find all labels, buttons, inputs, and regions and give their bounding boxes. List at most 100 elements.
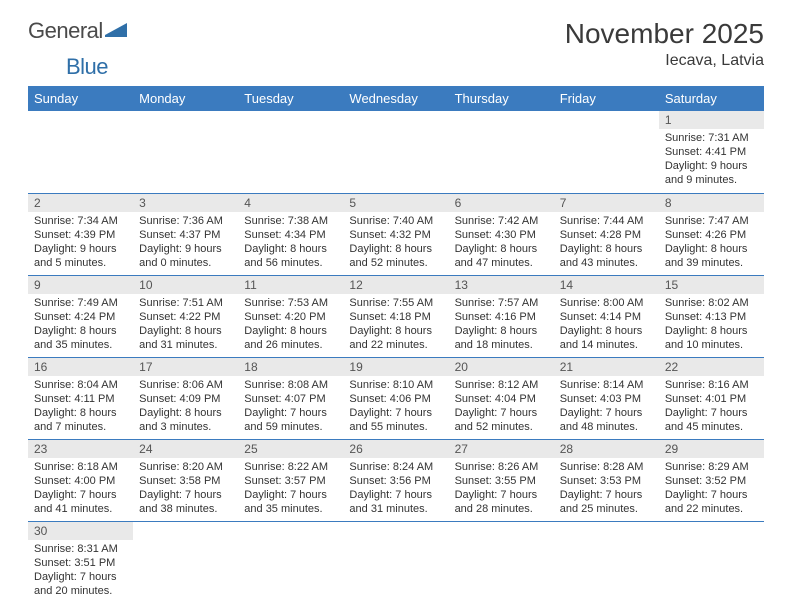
day-body: Sunrise: 8:08 AMSunset: 4:07 PMDaylight:… (238, 376, 343, 438)
day-body: Sunrise: 8:24 AMSunset: 3:56 PMDaylight:… (343, 458, 448, 520)
calendar-cell: 29Sunrise: 8:29 AMSunset: 3:52 PMDayligh… (659, 439, 764, 521)
calendar-cell: 28Sunrise: 8:28 AMSunset: 3:53 PMDayligh… (554, 439, 659, 521)
calendar-row: 16Sunrise: 8:04 AMSunset: 4:11 PMDayligh… (28, 357, 764, 439)
calendar-cell: 26Sunrise: 8:24 AMSunset: 3:56 PMDayligh… (343, 439, 448, 521)
calendar-cell: 5Sunrise: 7:40 AMSunset: 4:32 PMDaylight… (343, 193, 448, 275)
calendar-cell: 25Sunrise: 8:22 AMSunset: 3:57 PMDayligh… (238, 439, 343, 521)
calendar-cell: 27Sunrise: 8:26 AMSunset: 3:55 PMDayligh… (449, 439, 554, 521)
day-body: Sunrise: 7:55 AMSunset: 4:18 PMDaylight:… (343, 294, 448, 356)
day-number: 17 (133, 358, 238, 376)
calendar-cell: 20Sunrise: 8:12 AMSunset: 4:04 PMDayligh… (449, 357, 554, 439)
day-body: Sunrise: 8:12 AMSunset: 4:04 PMDaylight:… (449, 376, 554, 438)
day-header: Friday (554, 86, 659, 111)
day-number: 26 (343, 440, 448, 458)
calendar-cell: 22Sunrise: 8:16 AMSunset: 4:01 PMDayligh… (659, 357, 764, 439)
calendar-cell: 24Sunrise: 8:20 AMSunset: 3:58 PMDayligh… (133, 439, 238, 521)
day-body: Sunrise: 7:42 AMSunset: 4:30 PMDaylight:… (449, 212, 554, 274)
day-number: 6 (449, 194, 554, 212)
day-header: Tuesday (238, 86, 343, 111)
calendar-row: 23Sunrise: 8:18 AMSunset: 4:00 PMDayligh… (28, 439, 764, 521)
day-number: 23 (28, 440, 133, 458)
day-body: Sunrise: 7:53 AMSunset: 4:20 PMDaylight:… (238, 294, 343, 356)
calendar-cell: 23Sunrise: 8:18 AMSunset: 4:00 PMDayligh… (28, 439, 133, 521)
logo-text-b: Blue (66, 54, 108, 80)
calendar-cell: 18Sunrise: 8:08 AMSunset: 4:07 PMDayligh… (238, 357, 343, 439)
day-body: Sunrise: 8:16 AMSunset: 4:01 PMDaylight:… (659, 376, 764, 438)
location: Iecava, Latvia (565, 52, 764, 70)
day-number: 2 (28, 194, 133, 212)
day-body: Sunrise: 8:31 AMSunset: 3:51 PMDaylight:… (28, 540, 133, 602)
calendar-cell: 16Sunrise: 8:04 AMSunset: 4:11 PMDayligh… (28, 357, 133, 439)
day-header: Thursday (449, 86, 554, 111)
day-body: Sunrise: 8:04 AMSunset: 4:11 PMDaylight:… (28, 376, 133, 438)
calendar-cell: 6Sunrise: 7:42 AMSunset: 4:30 PMDaylight… (449, 193, 554, 275)
day-number: 22 (659, 358, 764, 376)
calendar-cell (659, 521, 764, 603)
calendar-cell: 17Sunrise: 8:06 AMSunset: 4:09 PMDayligh… (133, 357, 238, 439)
calendar-cell: 3Sunrise: 7:36 AMSunset: 4:37 PMDaylight… (133, 193, 238, 275)
calendar-cell: 13Sunrise: 7:57 AMSunset: 4:16 PMDayligh… (449, 275, 554, 357)
month-title: November 2025 (565, 18, 764, 50)
day-body: Sunrise: 8:22 AMSunset: 3:57 PMDaylight:… (238, 458, 343, 520)
calendar-row: 30Sunrise: 8:31 AMSunset: 3:51 PMDayligh… (28, 521, 764, 603)
day-number: 5 (343, 194, 448, 212)
day-number: 20 (449, 358, 554, 376)
calendar-cell (133, 521, 238, 603)
day-number: 9 (28, 276, 133, 294)
calendar-cell: 8Sunrise: 7:47 AMSunset: 4:26 PMDaylight… (659, 193, 764, 275)
day-header: Wednesday (343, 86, 448, 111)
day-body: Sunrise: 7:34 AMSunset: 4:39 PMDaylight:… (28, 212, 133, 274)
calendar-cell: 14Sunrise: 8:00 AMSunset: 4:14 PMDayligh… (554, 275, 659, 357)
calendar-cell (238, 521, 343, 603)
calendar-cell (238, 111, 343, 193)
day-body: Sunrise: 8:00 AMSunset: 4:14 PMDaylight:… (554, 294, 659, 356)
day-number: 10 (133, 276, 238, 294)
day-body: Sunrise: 7:36 AMSunset: 4:37 PMDaylight:… (133, 212, 238, 274)
day-number: 11 (238, 276, 343, 294)
day-number: 29 (659, 440, 764, 458)
calendar-cell: 19Sunrise: 8:10 AMSunset: 4:06 PMDayligh… (343, 357, 448, 439)
day-number: 27 (449, 440, 554, 458)
calendar-cell (449, 111, 554, 193)
calendar-cell (554, 111, 659, 193)
day-body: Sunrise: 7:47 AMSunset: 4:26 PMDaylight:… (659, 212, 764, 274)
day-number: 24 (133, 440, 238, 458)
day-number: 16 (28, 358, 133, 376)
day-number: 15 (659, 276, 764, 294)
day-number: 3 (133, 194, 238, 212)
logo-flag-icon (105, 21, 129, 39)
calendar-cell: 30Sunrise: 8:31 AMSunset: 3:51 PMDayligh… (28, 521, 133, 603)
day-body: Sunrise: 8:14 AMSunset: 4:03 PMDaylight:… (554, 376, 659, 438)
calendar-cell: 7Sunrise: 7:44 AMSunset: 4:28 PMDaylight… (554, 193, 659, 275)
calendar-table: Sunday Monday Tuesday Wednesday Thursday… (28, 86, 764, 603)
day-header-row: Sunday Monday Tuesday Wednesday Thursday… (28, 86, 764, 111)
calendar-cell (449, 521, 554, 603)
day-number: 19 (343, 358, 448, 376)
day-body: Sunrise: 7:31 AMSunset: 4:41 PMDaylight:… (659, 129, 764, 191)
day-number: 7 (554, 194, 659, 212)
calendar-cell (343, 111, 448, 193)
day-number: 1 (659, 111, 764, 129)
day-body: Sunrise: 8:02 AMSunset: 4:13 PMDaylight:… (659, 294, 764, 356)
day-number: 28 (554, 440, 659, 458)
calendar-cell (133, 111, 238, 193)
day-body: Sunrise: 7:40 AMSunset: 4:32 PMDaylight:… (343, 212, 448, 274)
logo: General (28, 18, 129, 44)
calendar-cell: 12Sunrise: 7:55 AMSunset: 4:18 PMDayligh… (343, 275, 448, 357)
calendar-row: 2Sunrise: 7:34 AMSunset: 4:39 PMDaylight… (28, 193, 764, 275)
calendar-cell: 10Sunrise: 7:51 AMSunset: 4:22 PMDayligh… (133, 275, 238, 357)
calendar-cell: 11Sunrise: 7:53 AMSunset: 4:20 PMDayligh… (238, 275, 343, 357)
day-body: Sunrise: 7:51 AMSunset: 4:22 PMDaylight:… (133, 294, 238, 356)
calendar-cell (554, 521, 659, 603)
calendar-cell (343, 521, 448, 603)
calendar-cell: 15Sunrise: 8:02 AMSunset: 4:13 PMDayligh… (659, 275, 764, 357)
day-body: Sunrise: 8:10 AMSunset: 4:06 PMDaylight:… (343, 376, 448, 438)
day-body: Sunrise: 7:38 AMSunset: 4:34 PMDaylight:… (238, 212, 343, 274)
day-number: 8 (659, 194, 764, 212)
day-body: Sunrise: 8:18 AMSunset: 4:00 PMDaylight:… (28, 458, 133, 520)
day-header: Sunday (28, 86, 133, 111)
calendar-cell (28, 111, 133, 193)
day-number: 21 (554, 358, 659, 376)
day-number: 4 (238, 194, 343, 212)
day-number: 12 (343, 276, 448, 294)
